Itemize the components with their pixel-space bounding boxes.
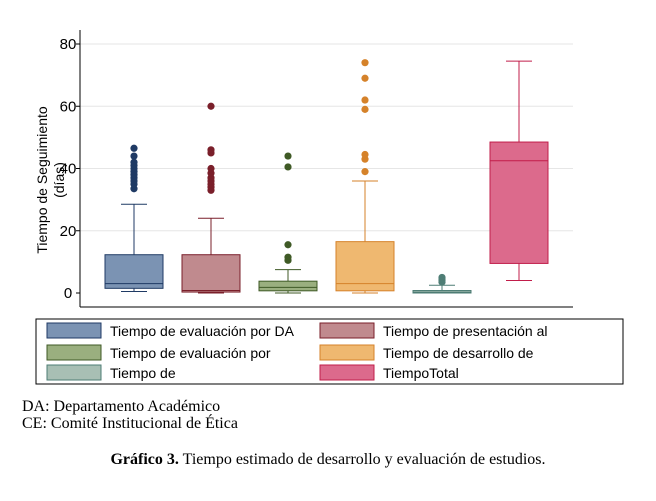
boxes xyxy=(104,59,549,294)
y-tick-label: 60 xyxy=(60,98,77,115)
outlier-point xyxy=(361,59,369,67)
outlier-point xyxy=(361,74,369,82)
y-axis-title-line-2: (días) xyxy=(51,162,67,198)
box-group xyxy=(104,144,164,292)
outlier-point xyxy=(130,152,138,160)
legend-item: Tiempo de evaluación por xyxy=(46,344,271,361)
box-group xyxy=(181,102,241,294)
caption-text: Tiempo estimado de desarrollo y evaluaci… xyxy=(178,451,546,468)
box-iqr xyxy=(335,241,395,292)
outlier-point xyxy=(207,164,215,173)
box-group xyxy=(335,59,395,294)
legend-label: Tiempo de desarrollo de xyxy=(383,345,534,361)
outlier-point xyxy=(284,253,292,261)
legend-label: Tiempo de evaluación por xyxy=(110,345,271,361)
legend-label: Tiempo de evaluación por DA xyxy=(110,323,295,339)
figure-caption: Gráfico 3. Tiempo estimado de desarrollo… xyxy=(0,451,656,469)
box-plot-chart: 0 20 40 60 80 Tiempo de Seguimiento (días) T… xyxy=(34,30,624,385)
legend-label: TiempoTotal xyxy=(383,365,459,381)
outlier-point xyxy=(284,163,292,171)
footnotes: DA: Departamento Académico CE: Comité In… xyxy=(22,398,238,432)
legend-swatch xyxy=(46,322,102,339)
outlier-point xyxy=(361,96,369,104)
y-tick-label: 20 xyxy=(60,223,77,240)
outlier-point xyxy=(361,168,369,176)
legend-swatch xyxy=(319,344,375,361)
y-tick-label: 80 xyxy=(60,36,77,53)
legend-swatch xyxy=(46,364,102,381)
legend: Tiempo de evaluación por DA Tiempo de pre… xyxy=(46,322,547,381)
legend-swatch xyxy=(319,322,375,339)
caption-label: Gráfico 3. xyxy=(110,451,179,468)
outlier-point xyxy=(438,273,446,282)
box-iqr xyxy=(258,280,318,292)
footnote-ce: CE: Comité Institucional de Ética xyxy=(22,415,238,432)
legend-item: Tiempo de desarrollo de xyxy=(319,344,534,361)
box-iqr xyxy=(489,141,549,264)
legend-item: TiempoTotal xyxy=(319,364,459,381)
legend-item: Tiempo de xyxy=(46,364,176,381)
outlier-point xyxy=(130,144,138,152)
legend-swatch xyxy=(46,344,102,361)
legend-item: Tiempo de presentación al xyxy=(319,322,547,339)
box-iqr xyxy=(181,254,241,293)
outlier-point xyxy=(284,241,292,249)
y-axis-title: Tiempo de Seguimiento (días) xyxy=(34,106,67,254)
legend-item: Tiempo de evaluación por DA xyxy=(46,322,295,339)
y-axis-ticks: 0 20 40 60 80 xyxy=(60,36,80,302)
y-tick-label: 40 xyxy=(60,161,77,178)
y-axis-title-line-1: Tiempo de Seguimiento xyxy=(34,106,50,254)
y-tick-label: 0 xyxy=(64,285,72,302)
legend-swatch xyxy=(319,364,375,381)
outlier-point xyxy=(207,146,215,154)
outlier-point xyxy=(130,158,138,166)
footnote-da: DA: Departamento Académico xyxy=(22,398,221,415)
outlier-point xyxy=(361,105,369,113)
outlier-point xyxy=(284,152,292,160)
box-iqr xyxy=(104,254,164,289)
legend-label: Tiempo de presentación al xyxy=(383,323,547,339)
legend-label: Tiempo de xyxy=(110,365,176,381)
box-group xyxy=(489,60,549,282)
outlier-point xyxy=(207,102,215,110)
box-group xyxy=(258,152,318,294)
box-group xyxy=(412,273,472,294)
outlier-point xyxy=(361,150,369,159)
